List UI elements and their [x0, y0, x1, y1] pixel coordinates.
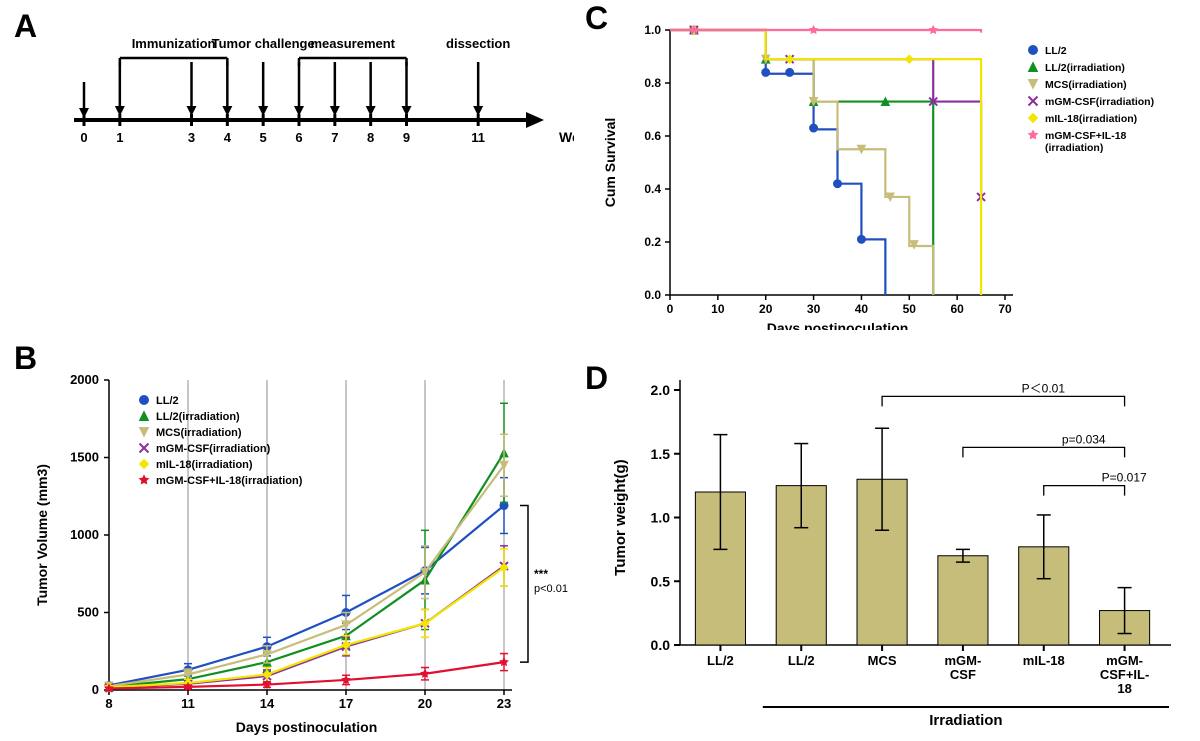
svg-text:30: 30: [807, 302, 821, 316]
svg-text:2.0: 2.0: [651, 382, 671, 398]
svg-text:Weeks: Weeks: [559, 129, 574, 145]
svg-text:1.0: 1.0: [651, 510, 671, 526]
panel-c: C 0102030405060700.00.20.40.60.81.0Days …: [585, 0, 1195, 330]
svg-text:LL/2(irradiation): LL/2(irradiation): [1045, 62, 1125, 74]
svg-text:500: 500: [77, 605, 99, 620]
svg-text:1: 1: [116, 130, 123, 145]
svg-text:1000: 1000: [70, 527, 99, 542]
svg-text:70: 70: [998, 302, 1012, 316]
svg-text:mIL-18(irradiation): mIL-18(irradiation): [1045, 113, 1137, 125]
svg-text:18: 18: [1117, 681, 1131, 696]
svg-text:0.6: 0.6: [644, 129, 661, 143]
svg-text:20: 20: [418, 696, 432, 711]
svg-text:mGM-: mGM-: [944, 653, 981, 668]
svg-text:2000: 2000: [70, 372, 99, 387]
svg-text:Tumor Volume (mm3): Tumor Volume (mm3): [34, 464, 50, 606]
svg-text:11: 11: [471, 130, 485, 145]
svg-text:dissection: dissection: [446, 36, 510, 51]
svg-text:Days postinoculation: Days postinoculation: [236, 719, 378, 735]
panel-c-chart: 0 10 20 30 40 50 60 70 0.0 0.2 0.4 0.6 0.8 1.0 Days po…: [585, 0, 1195, 330]
svg-text:Immunization: Immunization: [132, 36, 216, 51]
svg-text:0.0: 0.0: [644, 288, 661, 302]
svg-text:5: 5: [260, 130, 267, 145]
svg-text:CSF: CSF: [950, 667, 976, 682]
panel-a-label: A: [14, 8, 37, 45]
svg-text:4: 4: [224, 130, 232, 145]
svg-text:LL/2: LL/2: [1045, 45, 1067, 57]
svg-text:6: 6: [295, 130, 302, 145]
svg-text:7: 7: [331, 130, 338, 145]
svg-text:mIL-18(irradiation): mIL-18(irradiation): [156, 459, 253, 471]
svg-text:Cum Survival: Cum Survival: [602, 118, 618, 207]
svg-text:0.8: 0.8: [644, 76, 661, 90]
svg-text:1.0: 1.0: [644, 23, 661, 37]
svg-text:mGM-: mGM-: [1106, 653, 1143, 668]
svg-text:mIL-18: mIL-18: [1023, 653, 1065, 668]
svg-text:0.2: 0.2: [644, 235, 661, 249]
svg-text:LL/2: LL/2: [788, 653, 815, 668]
svg-text:mGM-CSF+IL-18: mGM-CSF+IL-18: [1045, 130, 1127, 142]
svg-text:***: ***: [534, 567, 548, 581]
svg-text:P＜0.01: P＜0.01: [1022, 381, 1066, 395]
panel-d-chart: 0.0 0.5 1.0 1.5 2.0 Tumor weight(g) LL/2 LL/2 MC…: [585, 360, 1195, 735]
svg-text:8: 8: [105, 696, 112, 711]
svg-text:8: 8: [367, 130, 374, 145]
panel-b: B 811141720230500100015002000Days postin…: [14, 340, 574, 735]
svg-text:mGM-CSF(irradiation): mGM-CSF(irradiation): [156, 443, 271, 455]
svg-text:50: 50: [903, 302, 917, 316]
svg-text:0.5: 0.5: [651, 573, 671, 589]
svg-text:measurement: measurement: [310, 36, 395, 51]
svg-text:Tumor challenge: Tumor challenge: [212, 36, 315, 51]
svg-text:20: 20: [759, 302, 773, 316]
svg-text:p=0.034: p=0.034: [1062, 432, 1106, 446]
svg-text:MCS(irradiation): MCS(irradiation): [156, 427, 242, 439]
svg-text:10: 10: [711, 302, 725, 316]
panel-b-chart: 8 11 14 17 20 23 0 500 1000 1500 2000 Days postinoc…: [14, 340, 574, 735]
svg-text:p<0.01: p<0.01: [534, 583, 568, 595]
svg-text:60: 60: [950, 302, 964, 316]
svg-text:Days postinoculation: Days postinoculation: [767, 320, 909, 330]
svg-text:LL/2: LL/2: [707, 653, 734, 668]
svg-text:0: 0: [80, 130, 87, 145]
svg-text:1.5: 1.5: [651, 446, 671, 462]
svg-text:CSF+IL-: CSF+IL-: [1100, 667, 1149, 682]
svg-text:0.4: 0.4: [644, 182, 661, 196]
svg-text:23: 23: [497, 696, 511, 711]
svg-text:0.0: 0.0: [651, 637, 671, 653]
svg-text:0: 0: [667, 302, 674, 316]
svg-text:(irradiation): (irradiation): [1045, 142, 1103, 154]
panel-a-timeline: 0 1 3 4 5 6 7 8 9 11 Weeks ImmunizationTumor challe…: [54, 8, 574, 158]
panel-a: A 0 1 3 4 5 6 7 8 9 11 Weeks ImmunizationTumor chal…: [14, 8, 574, 163]
svg-text:MCS(irradiation): MCS(irradiation): [1045, 79, 1127, 91]
svg-text:11: 11: [181, 696, 195, 711]
svg-text:Irradiation: Irradiation: [929, 712, 1002, 729]
svg-text:9: 9: [403, 130, 410, 145]
svg-text:1500: 1500: [70, 450, 99, 465]
svg-text:mGM-CSF+IL-18(irradiation): mGM-CSF+IL-18(irradiation): [156, 475, 303, 487]
svg-text:17: 17: [339, 696, 353, 711]
svg-text:mGM-CSF(irradiation): mGM-CSF(irradiation): [1045, 96, 1154, 108]
svg-text:Tumor weight(g): Tumor weight(g): [612, 459, 629, 575]
svg-text:LL/2: LL/2: [156, 395, 179, 407]
svg-text:3: 3: [188, 130, 195, 145]
svg-text:40: 40: [855, 302, 869, 316]
svg-text:0: 0: [92, 682, 99, 697]
svg-text:MCS: MCS: [868, 653, 897, 668]
svg-text:P=0.017: P=0.017: [1102, 471, 1147, 485]
svg-text:14: 14: [260, 696, 275, 711]
svg-text:LL/2(irradiation): LL/2(irradiation): [156, 411, 240, 423]
panel-d: D 0.00.51.01.52.0Tumor weight(g)LL/2LL/2…: [585, 360, 1195, 735]
